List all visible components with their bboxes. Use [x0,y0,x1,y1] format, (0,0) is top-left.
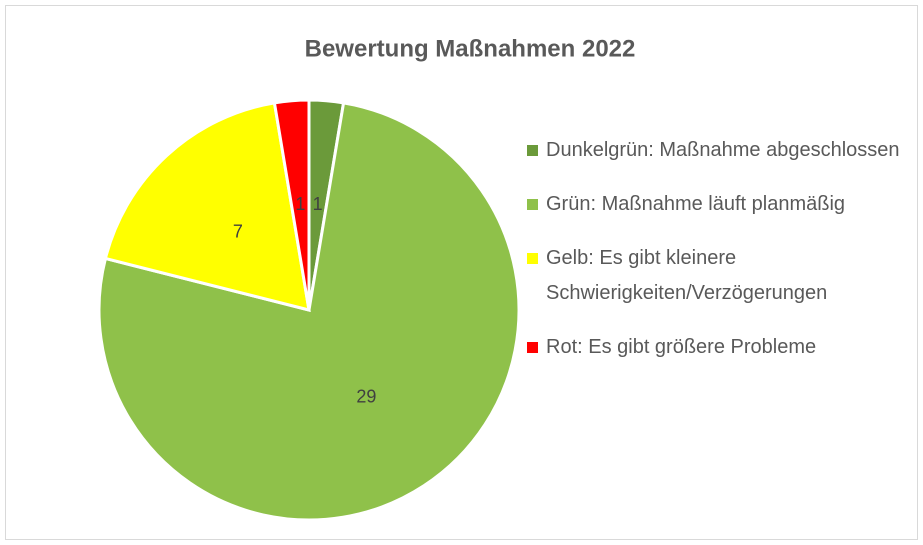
legend-label: Dunkelgrün: Maßnahme abgeschlossen [546,139,900,161]
data-label: 1 [313,194,323,214]
chart-title: Bewertung Maßnahmen 2022 [305,35,636,62]
legend-item: Gelb: Es gibt kleinere Schwierigkeiten/V… [527,241,917,311]
legend-item: Dunkelgrün: Maßnahme abgeschlossen [527,133,917,168]
legend-label: Rot: Es gibt größere Probleme [546,336,817,358]
legend-item: Grün: Maßnahme läuft planmäßig [527,187,917,222]
legend-label: Gelb: Es gibt kleinere Schwierigkeiten/V… [546,247,828,304]
pie-slice [103,101,311,313]
legend-item: Rot: Es gibt größere Probleme [527,330,917,365]
legend-swatch [527,199,538,210]
legend-label: Grün: Maßnahme läuft planmäßig [546,193,846,215]
legend-swatch [527,253,538,264]
data-label: 1 [295,194,305,214]
legend-swatch [527,342,538,353]
data-label: 29 [356,387,376,407]
pie-slice [272,98,311,311]
legend: Dunkelgrün: Maßnahme abgeschlossen Grün: … [527,133,917,384]
data-label: 7 [233,221,243,241]
legend-swatch [527,145,538,156]
